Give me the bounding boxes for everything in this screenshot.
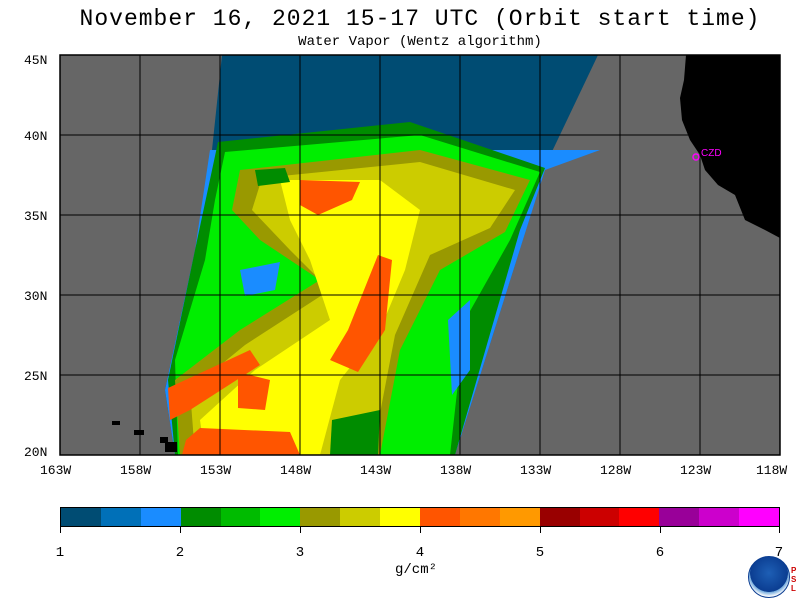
colorbar-segment [619, 508, 660, 526]
colorbar-segment [380, 508, 421, 526]
colorbar-tick-mark [420, 527, 421, 533]
colorbar-tick-mark [540, 527, 541, 533]
lat-label: 30N [24, 289, 47, 304]
colorbar-tick-mark [660, 527, 661, 533]
lat-label: 20N [24, 445, 47, 460]
colorbar-segment [459, 508, 500, 526]
colorbar-tick-label: 1 [55, 545, 65, 561]
graticule [60, 55, 780, 455]
colorbar-tick-mark [779, 527, 780, 533]
colorbar-segment [659, 508, 700, 526]
land-hawaii [112, 421, 177, 452]
colorbar-segment [340, 508, 381, 526]
colorbar-segment [739, 508, 780, 526]
colorbar-segment [220, 508, 261, 526]
lat-label: 35N [24, 209, 47, 224]
colorbar-tick-label: 5 [535, 545, 545, 561]
lat-label: 40N [24, 129, 47, 144]
colorbar-tick-mark [180, 527, 181, 533]
colorbar-tick-label: 7 [774, 545, 784, 561]
lon-label: 163W [40, 463, 71, 478]
map-frame [59, 54, 781, 456]
colorbar-tick-mark [300, 527, 301, 533]
colorbar-tick-label: 6 [655, 545, 665, 561]
lon-label: 158W [120, 463, 151, 478]
colorbar-segment [180, 508, 221, 526]
colorbar [60, 507, 780, 527]
colorbar-segment [300, 508, 341, 526]
station-marker-icon [692, 153, 700, 161]
lon-label: 148W [280, 463, 311, 478]
colorbar-tick-label: 3 [295, 545, 305, 561]
lon-label: 153W [200, 463, 231, 478]
colorbar-segment [100, 508, 141, 526]
lon-label: 128W [600, 463, 631, 478]
page-subtitle: Water Vapor (Wentz algorithm) [298, 34, 542, 50]
lat-label: 45N [24, 53, 47, 68]
colorbar-segment [61, 508, 101, 526]
lon-label: 143W [360, 463, 391, 478]
page-title: November 16, 2021 15-17 UTC (Orbit start… [79, 6, 761, 32]
noaa-logo-icon [748, 556, 790, 598]
lat-label: 25N [24, 369, 47, 384]
colorbar-segment [579, 508, 620, 526]
colorbar-segment [699, 508, 740, 526]
colorbar-tick-label: 4 [415, 545, 425, 561]
lon-label: 118W [756, 463, 787, 478]
colorbar-segment [140, 508, 181, 526]
station-label: CZD [701, 148, 722, 159]
lon-label: 133W [520, 463, 551, 478]
colorbar-segment [539, 508, 580, 526]
colorbar-segment [420, 508, 460, 526]
colorbar-segment [499, 508, 540, 526]
colorbar-tick-label: 2 [175, 545, 185, 561]
land-california [680, 55, 780, 238]
colorbar-segment [260, 508, 301, 526]
lon-label: 123W [680, 463, 711, 478]
lon-label: 138W [440, 463, 471, 478]
lat-labels: 45N 40N 35N 30N 25N 20N [24, 53, 47, 460]
lon-labels: 163W 158W 153W 148W 143W 138W 133W 128W … [40, 463, 787, 478]
colorbar-unit: g/cm² [395, 562, 438, 578]
colorbar-tick-mark [60, 527, 61, 533]
